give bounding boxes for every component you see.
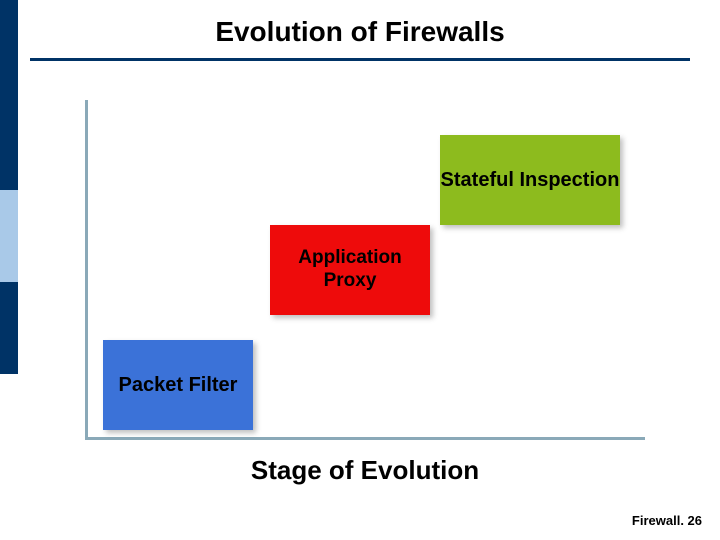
box-label: Packet Filter <box>119 373 238 397</box>
x-axis <box>85 437 645 440</box>
x-axis-label: Stage of Evolution <box>85 455 645 486</box>
page-title: Evolution of Firewalls <box>0 16 720 48</box>
box-stateful-inspection: Stateful Inspection <box>440 135 620 225</box>
title-underline <box>30 58 690 61</box>
y-axis <box>85 100 88 440</box>
box-application-proxy: Application Proxy <box>270 225 430 315</box>
sidebar-accent-low <box>0 282 18 374</box>
evolution-chart: Packet Filter Application Proxy Stateful… <box>85 100 645 440</box>
box-label: Stateful Inspection <box>441 168 620 192</box>
box-packet-filter: Packet Filter <box>103 340 253 430</box>
slide-footer: Firewall. 26 <box>632 513 702 528</box>
sidebar-accent-mid <box>0 190 18 282</box>
box-label: Application Proxy <box>270 247 430 293</box>
